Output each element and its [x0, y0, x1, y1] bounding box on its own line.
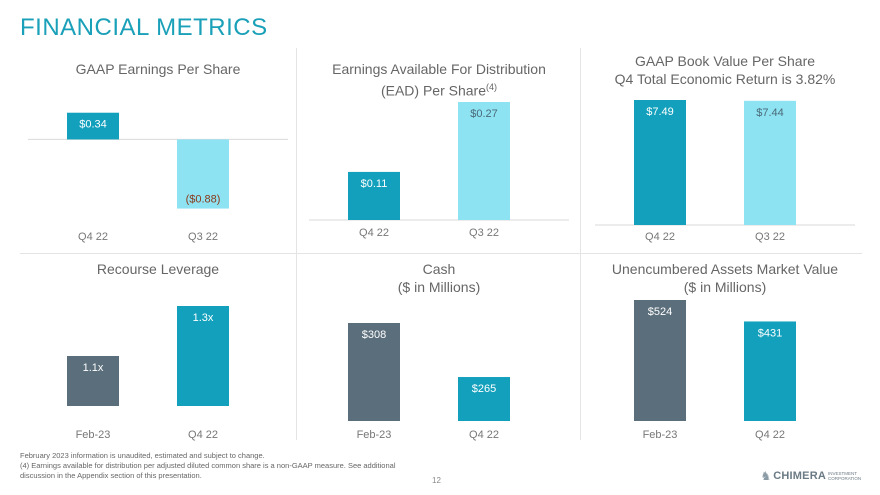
tick-label: Feb-23 — [357, 429, 392, 441]
bar — [177, 139, 229, 209]
chart-title-line: Cash — [422, 261, 456, 277]
tick-label: Q4 22 — [78, 231, 108, 243]
data-label: 1.3x — [193, 312, 214, 324]
tick-label: Q4 22 — [469, 429, 499, 441]
bar — [177, 306, 229, 406]
chart-title: Recourse Leverage — [18, 260, 298, 278]
bar — [458, 102, 510, 220]
bar — [458, 377, 510, 421]
chart-title-line: (EAD) Per Share(4) — [299, 78, 579, 100]
page-title: FINANCIAL METRICS — [20, 14, 268, 41]
chart-title-line-2: (EAD) Per Share — [380, 82, 487, 99]
tick-label: Q4 22 — [755, 429, 785, 441]
chart-title: Cash ($ in Millions) — [299, 260, 579, 296]
data-label: $7.49 — [646, 106, 674, 118]
chart-title: Unencumbered Assets Market Value ($ in M… — [585, 260, 865, 296]
footnote-ref: (4) — [486, 82, 498, 92]
bar — [744, 100, 796, 225]
footnotes: February 2023 information is unaudited, … — [20, 451, 420, 481]
data-label: $265 — [472, 383, 496, 395]
chart-title-line: Earnings Available For Distribution — [332, 61, 546, 77]
data-label: ($0.88) — [186, 194, 221, 206]
chart-panel-unencumbered-assets: Unencumbered Assets Market Value ($ in M… — [585, 258, 865, 458]
company-logo: ♞ CHIMERA INVESTMENT CORPORATION — [761, 469, 863, 483]
chart-title-line: GAAP Earnings Per Share — [75, 61, 241, 77]
bar — [634, 100, 686, 225]
data-label: $308 — [362, 329, 386, 341]
chart-subtitle: Q4 Total Economic Return is 3.82% — [614, 71, 836, 87]
chart-title-line: Unencumbered Assets Market Value — [611, 261, 839, 277]
tick-label: Q3 22 — [188, 231, 218, 243]
tick-label: Q3 22 — [755, 231, 785, 243]
tick-label: Feb-23 — [643, 429, 678, 441]
chimera-logo-icon: ♞ — [760, 469, 772, 483]
tick-label: Q4 22 — [359, 227, 389, 239]
chart-panel-book-value: GAAP Book Value Per Share Q4 Total Econo… — [585, 52, 865, 252]
chart-title-line: ($ in Millions) — [397, 279, 481, 295]
bar — [348, 323, 400, 421]
column-divider-left — [296, 48, 297, 440]
chart-svg: $308 Feb-23 $265 Q4 22 — [348, 323, 510, 441]
tick-label: Q4 22 — [645, 231, 675, 243]
chart-svg: $7.49 Q4 22 $7.44 Q3 22 — [595, 100, 855, 243]
bar — [348, 171, 400, 220]
chart-title-line: GAAP Book Value Per Share — [634, 53, 816, 69]
data-label: $431 — [758, 327, 782, 339]
data-label: $524 — [648, 306, 672, 318]
data-label: $0.11 — [361, 178, 388, 190]
data-label: $7.44 — [756, 107, 784, 119]
chart-title: GAAP Book Value Per Share Q4 Total Econo… — [585, 52, 865, 88]
logo-subtext: INVESTMENT CORPORATION — [828, 471, 862, 481]
chart-svg: 1.1x Feb-23 1.3x Q4 22 — [67, 306, 229, 441]
chart-panel-ead: Earnings Available For Distribution (EAD… — [299, 58, 579, 258]
row-divider — [20, 253, 862, 254]
chart-svg: $0.11 Q4 22 $0.27 Q3 22 — [309, 102, 569, 239]
footnote-line: (4) Earnings available for distribution … — [20, 461, 396, 480]
chart-title-line: Recourse Leverage — [96, 261, 220, 277]
tick-label: Feb-23 — [76, 429, 111, 441]
column-divider-right — [580, 48, 581, 440]
logo-wordmark: CHIMERA — [773, 470, 826, 482]
data-label: $0.27 — [470, 108, 498, 120]
footnote-line: February 2023 information is unaudited, … — [20, 451, 265, 460]
chart-svg: $0.34 Q4 22 ($0.88) Q3 22 — [28, 112, 288, 243]
chart-panel-gaap-eps: GAAP Earnings Per Share $0.34 Q4 22 ($0.88… — [18, 58, 298, 258]
bar — [67, 356, 119, 406]
data-label: $0.34 — [79, 119, 107, 131]
data-label: 1.1x — [83, 362, 104, 374]
chart-panel-cash: Cash ($ in Millions) $308 Feb-23 $265 Q4 22 — [299, 258, 579, 458]
chart-title: Earnings Available For Distribution (EAD… — [299, 60, 579, 100]
tick-label: Q4 22 — [188, 429, 218, 441]
chart-title: GAAP Earnings Per Share — [18, 60, 298, 78]
bar — [744, 321, 796, 421]
bar — [67, 112, 119, 140]
chart-svg: $524 Feb-23 $431 Q4 22 — [634, 300, 796, 441]
chart-title-line: ($ in Millions) — [683, 279, 767, 295]
tick-label: Q3 22 — [469, 227, 499, 239]
bar — [634, 300, 686, 421]
page-number: 12 — [432, 476, 441, 485]
chart-panel-recourse-leverage: Recourse Leverage 1.1x Feb-23 1.3x Q4 22 — [18, 258, 298, 458]
